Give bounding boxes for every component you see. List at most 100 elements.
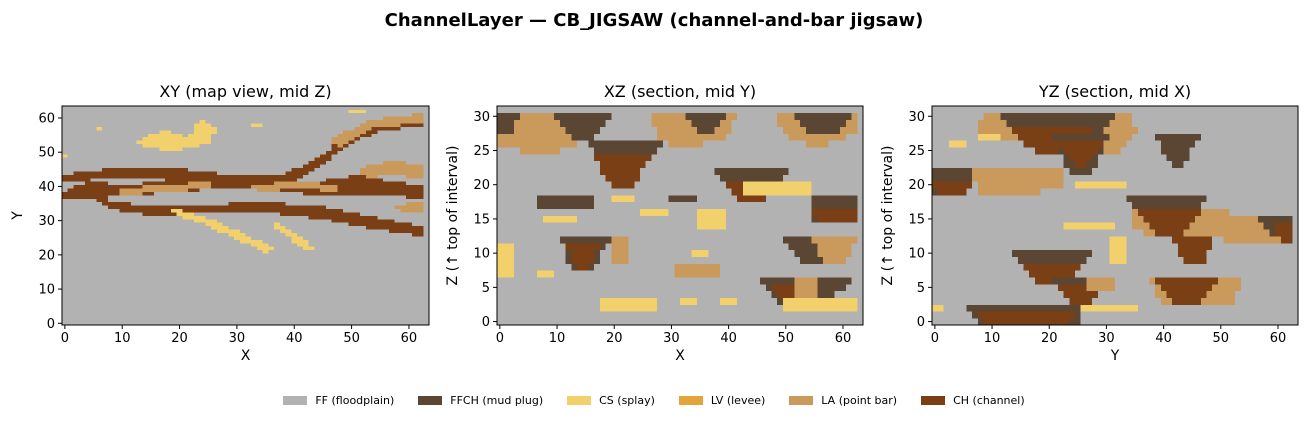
heatmap-cell-run	[193, 126, 218, 131]
heatmap-cell-run	[1023, 140, 1104, 148]
heatmap-cell-run	[1240, 277, 1299, 285]
heatmap-cell-run	[651, 153, 864, 162]
heatmap-cell-run	[62, 225, 212, 230]
heatmap-cell-run	[571, 133, 595, 141]
x-tick-label: 20	[1041, 331, 1058, 346]
heatmap-cell-run	[811, 188, 864, 196]
heatmap-cell-run	[1132, 208, 1139, 216]
heatmap-cell-run	[577, 140, 589, 148]
heatmap-cell-run	[932, 208, 1133, 216]
heatmap-cell-run	[406, 174, 424, 179]
heatmap-cell-run	[348, 174, 367, 179]
heatmap-cell-run	[599, 126, 658, 134]
x-tick-label: 10	[984, 331, 1001, 346]
heatmap-cell-run	[62, 143, 143, 148]
heatmap-cell-run	[102, 126, 195, 131]
heatmap-cell-run	[514, 256, 567, 264]
heatmap-cell-run	[771, 290, 778, 299]
x-tick-label: 60	[835, 331, 852, 346]
heatmap-cell-run	[337, 188, 424, 192]
heatmap-cell-run	[497, 311, 864, 319]
heatmap-cell-run	[274, 181, 321, 186]
heatmap-cell-run	[1086, 256, 1110, 264]
heatmap-cell-run	[611, 249, 629, 257]
heatmap-cell-run	[67, 153, 321, 158]
x-tick-label: 40	[1155, 331, 1172, 346]
heatmap-cell-run	[354, 136, 361, 141]
heatmap-cell-run	[62, 236, 235, 240]
heatmap-cell-run	[406, 201, 424, 206]
heatmap-cell-run	[845, 119, 858, 127]
heatmap-cell-run	[811, 194, 858, 203]
heatmap-cell-run	[1086, 160, 1099, 168]
heatmap-cell-run	[577, 215, 698, 223]
heatmap-cell-run	[537, 201, 595, 210]
heatmap-cell-run	[565, 242, 601, 251]
heatmap-cell-run	[1109, 249, 1127, 257]
heatmap-cell-run	[291, 236, 304, 240]
heatmap-cell-run	[932, 140, 950, 148]
heatmap-cell-run	[1063, 174, 1299, 182]
heatmap-cell-run	[423, 164, 430, 168]
heatmap-cell-run	[537, 194, 595, 203]
heatmap-cell-run	[188, 167, 292, 172]
heatmap-cell-run	[972, 174, 1064, 182]
heatmap-cell-run	[760, 277, 795, 285]
heatmap-cell-run	[62, 198, 97, 203]
heatmap-cell-run	[977, 133, 1002, 141]
heatmap-cell-run	[211, 123, 252, 127]
heatmap-cell-run	[851, 112, 858, 121]
heatmap-cell-run	[497, 126, 515, 134]
heatmap-cell-run	[279, 222, 350, 227]
heatmap-cell-run	[599, 304, 658, 312]
heatmap-cell-run	[1126, 181, 1299, 189]
heatmap-cell-run	[691, 249, 709, 257]
heatmap-cell-run	[62, 147, 160, 151]
heatmap-cell-run	[411, 112, 424, 117]
heatmap-cell-run	[1229, 208, 1299, 216]
heatmap-cell-run	[360, 171, 424, 175]
legend-swatch	[418, 395, 443, 405]
heatmap-cell-run	[228, 201, 287, 206]
heatmap-cell-run	[423, 119, 430, 124]
heatmap-cell-run	[857, 208, 864, 216]
x-tick-label: 0	[931, 331, 939, 346]
heatmap-cell-run	[1257, 215, 1293, 223]
heatmap-cell-run	[62, 167, 103, 172]
heatmap-cell-run	[1206, 256, 1299, 264]
heatmap-cell-run	[857, 215, 864, 223]
legend-entry: CS (splay)	[567, 394, 655, 407]
heatmap-cell-run	[932, 174, 973, 182]
heatmap-cell-run	[794, 290, 818, 299]
y-tick-label: 10	[908, 247, 925, 262]
heatmap-cell-run	[1183, 229, 1270, 237]
heatmap-cell-run	[805, 140, 830, 148]
heatmap-cell-run	[697, 126, 715, 134]
heatmap-cell-run	[1000, 133, 1019, 141]
heatmap-cell-run	[62, 164, 304, 168]
heatmap-cell-run	[331, 218, 395, 223]
figure-title: ChannelLayer — CB_JIGSAW (channel-and-ba…	[385, 10, 924, 31]
heatmap-cell-run	[62, 273, 430, 278]
heatmap-cell-run	[1074, 181, 1127, 189]
heatmap-cell-run	[142, 143, 201, 148]
legend-entry: CH (channel)	[921, 394, 1025, 407]
heatmap-image-3	[932, 106, 1299, 326]
heatmap-cell-run	[497, 215, 544, 223]
heatmap-cell-run	[62, 318, 430, 322]
heatmap-cell-run	[1137, 126, 1299, 134]
heatmap-cell-run	[519, 112, 555, 121]
legend-entry: LV (levee)	[678, 394, 765, 407]
heatmap-cell-run	[62, 133, 149, 138]
heatmap-cell-run	[628, 256, 801, 264]
heatmap-cell-run	[1235, 290, 1299, 299]
heatmap-cell-run	[365, 119, 424, 124]
heatmap-cell-run	[251, 236, 292, 240]
y-tick-label: 25	[473, 144, 490, 159]
heatmap-cell-run	[668, 208, 698, 216]
heatmap-cell-run	[62, 184, 74, 189]
heatmap-cell-run	[845, 256, 864, 264]
heatmap-cell-run	[251, 242, 269, 247]
heatmap-cell-run	[599, 297, 658, 305]
heatmap-cell-run	[765, 283, 772, 292]
